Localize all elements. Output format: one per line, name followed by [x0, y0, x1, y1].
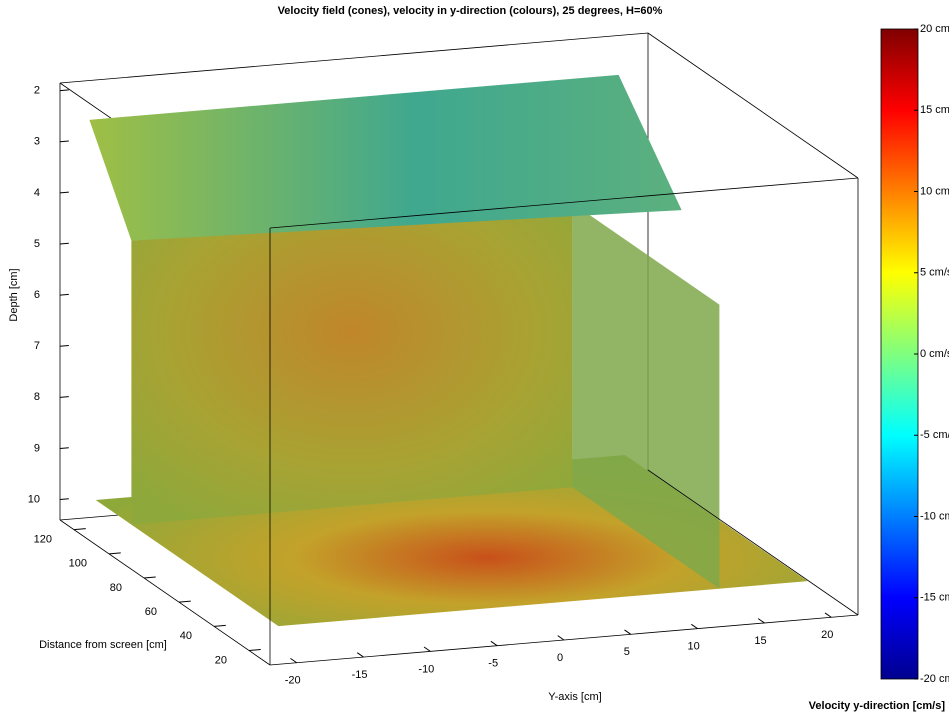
z-tick-label: 5: [34, 238, 40, 250]
scene: -20 -15 -10 -5 0 5 10 15 20 20 40 60 80 100 120 2 3 4 5 6 7 8…: [28, 23, 949, 687]
x-tick: [290, 657, 298, 664]
z-tick-label: 8: [34, 391, 40, 403]
x-tick: [557, 635, 565, 641]
colorbar-tick-label: -10 cm/s: [920, 510, 949, 522]
colorbar-tick-label: -15 cm/s: [920, 592, 949, 604]
x-tick: [624, 629, 632, 635]
x-tick: [423, 646, 431, 652]
z-tick: [59, 447, 69, 449]
side-slice: [572, 203, 720, 589]
x-tick: [691, 623, 698, 630]
y-axis-label: Distance from screen [cm]: [39, 639, 167, 651]
x-tick: [757, 618, 765, 624]
box-edge: [269, 177, 859, 229]
z-tick-label: 9: [34, 442, 40, 454]
box-edge: [647, 32, 859, 179]
y-tick-label: 60: [145, 606, 157, 618]
z-tick: [59, 498, 69, 501]
x-tick-label: -20: [285, 675, 301, 687]
y-tick-label: 100: [69, 558, 87, 570]
y-tick: [73, 528, 86, 531]
z-tick-label: 6: [34, 289, 40, 301]
x-tick-label: 15: [754, 635, 766, 647]
colorbar-tick-label: 20 cm/s: [920, 23, 949, 35]
box-edge: [59, 32, 649, 84]
z-tick: [59, 344, 69, 347]
x-tick-label: -10: [418, 663, 434, 675]
box-edge: [647, 469, 859, 616]
x-tick-label: 5: [624, 646, 630, 658]
colorbar-tick-label: 5 cm/s: [920, 267, 949, 279]
x-axis-label: Y-axis [cm]: [548, 691, 601, 703]
z-tick: [59, 293, 69, 296]
x-tick: [356, 652, 364, 658]
z-tick: [59, 89, 69, 92]
colorbar: [880, 28, 919, 680]
colorbar-tick-label: -20 cm/s: [920, 673, 949, 685]
y-tick-label: 40: [180, 630, 192, 642]
chart-title: Velocity field (cones), velocity in y-di…: [278, 5, 663, 17]
top-slice: [89, 74, 682, 241]
x-tick-label: -5: [488, 658, 498, 670]
z-tick-label: 2: [34, 85, 40, 97]
x-tick-label: 10: [688, 641, 700, 653]
colorbar-tick-label: 15 cm/s: [920, 104, 949, 116]
colorbar-tick-label: 10 cm/s: [920, 185, 949, 197]
colorbar-label: Velocity y-direction [cm/s]: [809, 700, 946, 712]
z-tick: [59, 191, 69, 194]
z-tick-label: 10: [28, 493, 40, 505]
y-tick: [178, 600, 191, 603]
x-tick-label: -15: [352, 669, 368, 681]
box-edge: [59, 519, 271, 666]
z-axis-label: Depth [cm]: [8, 268, 20, 321]
x-tick: [824, 612, 832, 618]
z-tick: [59, 242, 69, 245]
z-tick: [59, 140, 69, 143]
z-tick-label: 3: [34, 136, 40, 148]
x-tick-label: 0: [557, 652, 563, 664]
y-tick-label: 20: [215, 654, 227, 666]
z-tick: [59, 396, 69, 398]
z-tick-label: 4: [34, 187, 40, 199]
z-tick-label: 7: [34, 340, 40, 352]
colorbar-tick-label: -5 cm/s: [920, 429, 949, 441]
y-tick-label: 80: [110, 582, 122, 594]
y-tick: [108, 552, 121, 555]
colorbar-tick-label: 0 cm/s: [920, 348, 949, 360]
y-tick: [248, 649, 261, 651]
y-tick: [213, 624, 226, 627]
x-tick-label: 20: [821, 629, 833, 641]
y-tick: [143, 576, 156, 579]
y-tick-label: 120: [34, 534, 52, 546]
wall-slice: [131, 203, 573, 525]
x-tick: [490, 640, 498, 647]
